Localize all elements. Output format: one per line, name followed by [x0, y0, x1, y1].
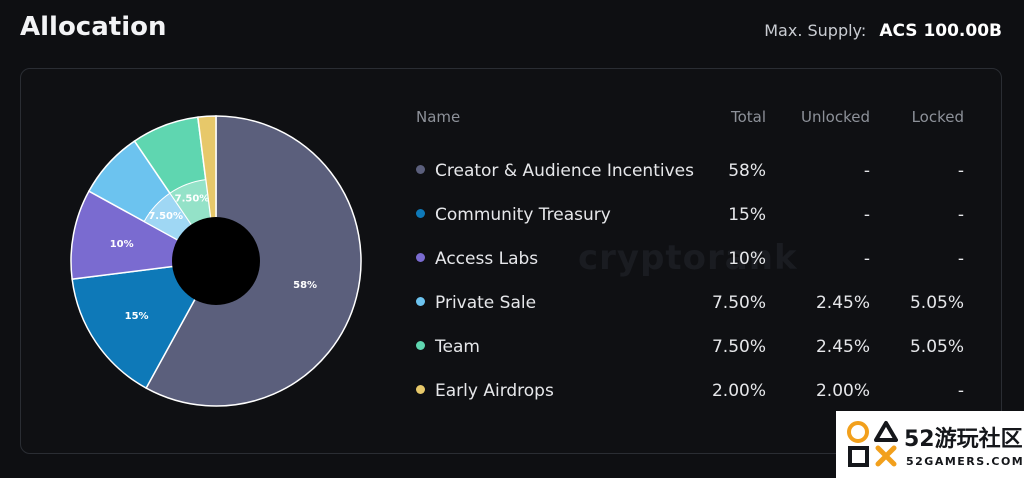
pie-slice-label: 7.50%: [175, 193, 210, 204]
row-name-label: Community Treasury: [435, 205, 611, 225]
header-total: Total: [730, 108, 766, 126]
row-locked: 5.05%: [909, 337, 964, 357]
legend-dot-icon: [416, 340, 425, 350]
row-unlocked: 2.00%: [815, 381, 870, 401]
row-locked: -: [957, 381, 964, 401]
row-total: 58%: [728, 161, 766, 181]
row-name: Private Sale: [416, 290, 536, 316]
page-title: Allocation: [20, 12, 167, 42]
row-name: Team: [416, 334, 480, 360]
row-total: 7.50%: [711, 337, 766, 357]
row-unlocked: 2.45%: [815, 337, 870, 357]
allocation-pie-chart: 58% 15% 10% 7.50% 7.50%: [70, 115, 362, 407]
row-total: 2.00%: [711, 381, 766, 401]
pie-slice[interactable]: [71, 260, 218, 390]
gamepad-buttons-icon: [847, 421, 898, 467]
allocation-table: Name Total Unlocked Locked Creator & Aud…: [416, 108, 976, 422]
badge-url: 52GAMERS.COM: [906, 455, 1024, 468]
max-supply-label: Max. Supply:: [764, 21, 867, 40]
row-name: Community Treasury: [416, 202, 611, 228]
row-locked: 5.05%: [909, 293, 964, 313]
table-row: Private Sale 7.50% 2.45% 5.05%: [416, 290, 976, 334]
table-row: Community Treasury 15% - -: [416, 202, 976, 246]
pie-slice-label: 10%: [110, 239, 134, 250]
legend-dot-icon: [416, 208, 425, 218]
row-total: 10%: [728, 249, 766, 269]
pie-hole: [172, 217, 260, 305]
pie-slice-label: 15%: [125, 311, 149, 322]
legend-dot-icon: [416, 384, 425, 394]
table-row: Creator & Audience Incentives 58% - -: [416, 158, 976, 202]
row-name-label: Creator & Audience Incentives: [435, 161, 694, 181]
row-name-label: Early Airdrops: [435, 381, 554, 401]
header-unlocked: Unlocked: [801, 108, 870, 126]
row-unlocked: -: [863, 161, 870, 181]
header-locked: Locked: [911, 108, 964, 126]
watermark: cryptorank: [578, 238, 798, 278]
legend-dot-icon: [416, 164, 425, 174]
row-name-label: Private Sale: [435, 293, 537, 313]
pie-slice-label: 58%: [293, 280, 317, 291]
table-row: Access Labs 10% - -: [416, 246, 976, 290]
row-name: Early Airdrops: [416, 378, 554, 404]
row-total: 7.50%: [711, 293, 766, 313]
row-unlocked: 2.45%: [815, 293, 870, 313]
table-row: Team 7.50% 2.45% 5.05%: [416, 334, 976, 378]
table-row: Early Airdrops 2.00% 2.00% -: [416, 378, 976, 422]
pie-slice-label: 7.50%: [148, 211, 183, 222]
row-unlocked: -: [863, 249, 870, 269]
row-unlocked: -: [863, 205, 870, 225]
max-supply: Max. Supply: ACS 100.00B: [764, 21, 1002, 41]
badge-title: 52游玩社区: [904, 427, 1023, 452]
legend-dot-icon: [416, 296, 425, 306]
table-header: Name Total Unlocked Locked: [416, 108, 976, 134]
row-locked: -: [957, 249, 964, 269]
row-locked: -: [957, 205, 964, 225]
row-name: Creator & Audience Incentives: [416, 158, 694, 184]
site-badge: 52游玩社区 52GAMERS.COM: [836, 411, 1024, 478]
row-locked: -: [957, 161, 964, 181]
row-total: 15%: [728, 205, 766, 225]
max-supply-value: ACS 100.00B: [879, 21, 1002, 41]
row-name-label: Team: [435, 337, 480, 357]
row-name: Access Labs: [416, 246, 538, 272]
header-name: Name: [416, 108, 461, 126]
row-name-label: Access Labs: [435, 249, 539, 269]
legend-dot-icon: [416, 252, 425, 262]
